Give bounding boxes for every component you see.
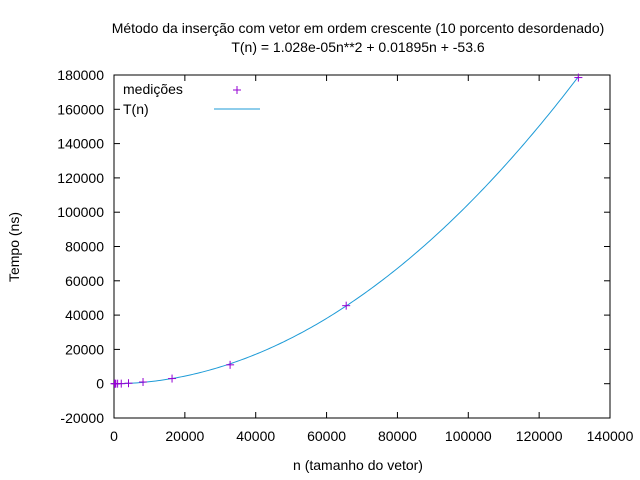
legend-label-medicoes: medições xyxy=(123,81,183,97)
legend-marker-medicoes xyxy=(233,86,241,94)
series-line-tn xyxy=(113,76,579,385)
data-point xyxy=(117,379,126,388)
y-tick-label: 80000 xyxy=(65,239,104,255)
y-tick-label: 140000 xyxy=(57,136,104,152)
y-tick-label: 0 xyxy=(96,376,104,392)
y-tick-label: 40000 xyxy=(65,307,104,323)
x-tick-label: 0 xyxy=(110,428,118,444)
data-point xyxy=(139,377,148,386)
x-tick-label: 100000 xyxy=(445,428,492,444)
legend-plus-marker xyxy=(233,86,241,94)
y-tick-label: 120000 xyxy=(57,170,104,186)
y-tick-label: 100000 xyxy=(57,204,104,220)
data-point xyxy=(226,360,235,369)
y-axis: -20000 0 20000 40000 60000 80000 100000 120000 1… xyxy=(57,67,610,426)
series-layer xyxy=(110,73,583,388)
data-point xyxy=(574,73,583,82)
plot-frame xyxy=(113,74,611,419)
chart-title: Método da inserção com vetor em ordem cr… xyxy=(112,20,605,36)
y-tick-label: 160000 xyxy=(57,101,104,117)
y-tick-label: -20000 xyxy=(60,410,104,426)
x-tick-label: 60000 xyxy=(307,428,346,444)
data-point xyxy=(124,379,133,388)
y-axis-label: Tempo (ns) xyxy=(6,212,22,282)
chart-subtitle: T(n) = 1.028e-05n**2 + 0.01895n + -53.6 xyxy=(231,39,485,55)
y-tick-label: 20000 xyxy=(65,341,104,357)
x-axis-label: n (tamanho do vetor) xyxy=(293,457,423,473)
x-tick-label: 120000 xyxy=(516,428,563,444)
data-point xyxy=(168,374,177,383)
data-point xyxy=(342,301,351,310)
x-axis: 0 20000 40000 60000 80000 100000 120000 140000 xyxy=(110,75,634,444)
x-tick-label: 80000 xyxy=(378,428,417,444)
y-tick-label: 180000 xyxy=(57,67,104,83)
legend: medições T(n) xyxy=(123,81,260,117)
x-tick-label: 40000 xyxy=(236,428,275,444)
x-tick-label: 20000 xyxy=(165,428,204,444)
y-tick-label: 60000 xyxy=(65,273,104,289)
legend-label-tn: T(n) xyxy=(123,101,149,117)
x-tick-label: 140000 xyxy=(587,428,634,444)
